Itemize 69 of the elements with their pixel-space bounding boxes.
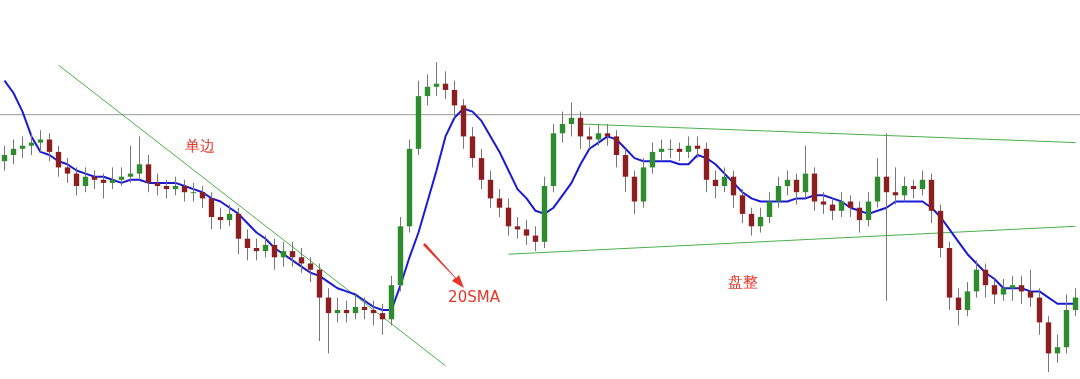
candlestick (991, 278, 998, 305)
candlestick (1054, 334, 1061, 364)
candlestick (739, 188, 746, 224)
candlestick (244, 228, 251, 261)
candlestick (829, 197, 836, 221)
candlestick (487, 170, 494, 209)
candlestick (469, 126, 476, 168)
candlestick (856, 201, 863, 233)
candlestick (901, 176, 908, 202)
candlestick (64, 157, 71, 184)
candlestick (379, 303, 386, 336)
candlestick (793, 173, 800, 206)
candlestick (532, 225, 539, 252)
candlestick (559, 111, 566, 144)
candlestick (46, 132, 53, 162)
candlestick (757, 207, 764, 233)
candlestick (919, 170, 926, 196)
text: 20SMA (448, 287, 501, 306)
candlestick (730, 170, 737, 209)
candlestick (190, 182, 197, 202)
candlestick (10, 139, 17, 165)
candlestick (1, 145, 8, 171)
candlestick (1018, 275, 1025, 305)
candlestick (298, 247, 305, 274)
candlestick (478, 148, 485, 190)
candlestick (280, 241, 287, 268)
candlestick (73, 166, 80, 196)
candlestick (199, 185, 206, 209)
candlestick (262, 235, 269, 258)
candlestick (973, 259, 980, 299)
candlestick (964, 281, 971, 317)
candlestick (595, 123, 602, 147)
candlestick (685, 135, 692, 159)
candlestick (577, 111, 584, 150)
candlestick (181, 179, 188, 202)
candlestick (352, 294, 359, 320)
candlestick (622, 148, 629, 193)
annotation: 盘整 (728, 272, 758, 291)
candlestick (442, 70, 449, 100)
candlestick (712, 170, 719, 199)
candlestick (847, 194, 854, 218)
candlestick (568, 101, 575, 137)
candlestick (1027, 269, 1034, 308)
candlestick (955, 287, 962, 326)
candlestick (496, 188, 503, 218)
candlestick (775, 176, 782, 209)
candlestick (208, 191, 215, 230)
candlestick (424, 73, 431, 106)
candlestick (1000, 278, 1007, 302)
candlestick (667, 139, 674, 159)
annotation: 单边 (185, 136, 215, 155)
candlestick (523, 219, 530, 246)
candlestick (145, 154, 152, 193)
candlestick (838, 191, 845, 218)
candlestick (1072, 287, 1079, 317)
candlestick (307, 256, 314, 283)
candlestick (784, 170, 791, 196)
candlestick (505, 197, 512, 237)
candlestick (613, 129, 620, 168)
candlestick (748, 207, 755, 237)
candlestick (82, 166, 89, 193)
candlestick (586, 126, 593, 150)
candlestick (289, 241, 296, 268)
candlestick (721, 166, 728, 193)
candlestick (802, 145, 809, 199)
candlestick (226, 204, 233, 227)
candlestick (271, 238, 278, 271)
candlestick (865, 191, 872, 227)
candlestick (136, 135, 143, 181)
